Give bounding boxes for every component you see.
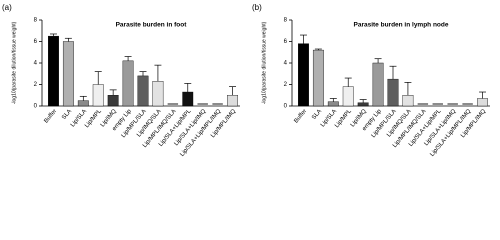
- bar: [357, 102, 369, 107]
- bar: [107, 95, 119, 107]
- x-tick-label: Buffer: [43, 108, 58, 124]
- bar: [227, 95, 238, 107]
- y-tick-label: 4: [34, 61, 38, 67]
- y-tick-label: 2: [284, 82, 288, 88]
- bar: [182, 91, 194, 107]
- bar: [137, 75, 149, 107]
- bar: [372, 62, 384, 107]
- bar: [342, 86, 354, 107]
- x-tick-label: SLA: [311, 108, 323, 121]
- chart-title: Parasite burden in foot: [116, 22, 188, 29]
- bar: [387, 78, 399, 107]
- y-tick-label: 6: [284, 39, 288, 45]
- figure: (a) Parasite burden in foot -log10(parasit…: [2, 3, 490, 158]
- x-tick-label: Buffer: [293, 108, 308, 124]
- y-tick-label: 0: [284, 104, 288, 110]
- y-tick-label: 2: [34, 82, 38, 88]
- chart-title: Parasite burden in lymph node: [354, 22, 449, 29]
- bar: [152, 81, 164, 107]
- x-tick-label: SLA: [61, 108, 73, 121]
- bar: [402, 95, 414, 107]
- bar: [92, 84, 104, 107]
- panel-label: (b): [252, 3, 262, 12]
- y-tick-label: 8: [34, 18, 38, 24]
- bar: [477, 98, 488, 107]
- y-axis-label: -log10(parasite dilution/tissue weight): [261, 21, 267, 104]
- y-tick-label: 0: [34, 104, 38, 110]
- y-tick-label: 4: [284, 61, 288, 67]
- bar: [48, 35, 59, 107]
- bar: [327, 101, 339, 107]
- bar: [62, 41, 74, 107]
- y-axis-label: -log10(parasite dilution/tissue weight): [11, 21, 17, 104]
- bar: [77, 100, 89, 107]
- bar: [312, 49, 324, 107]
- panel-label: (a): [2, 3, 12, 12]
- y-tick-label: 8: [284, 18, 288, 24]
- bar: [122, 60, 134, 107]
- bar: [298, 43, 309, 107]
- y-tick-label: 6: [34, 39, 38, 45]
